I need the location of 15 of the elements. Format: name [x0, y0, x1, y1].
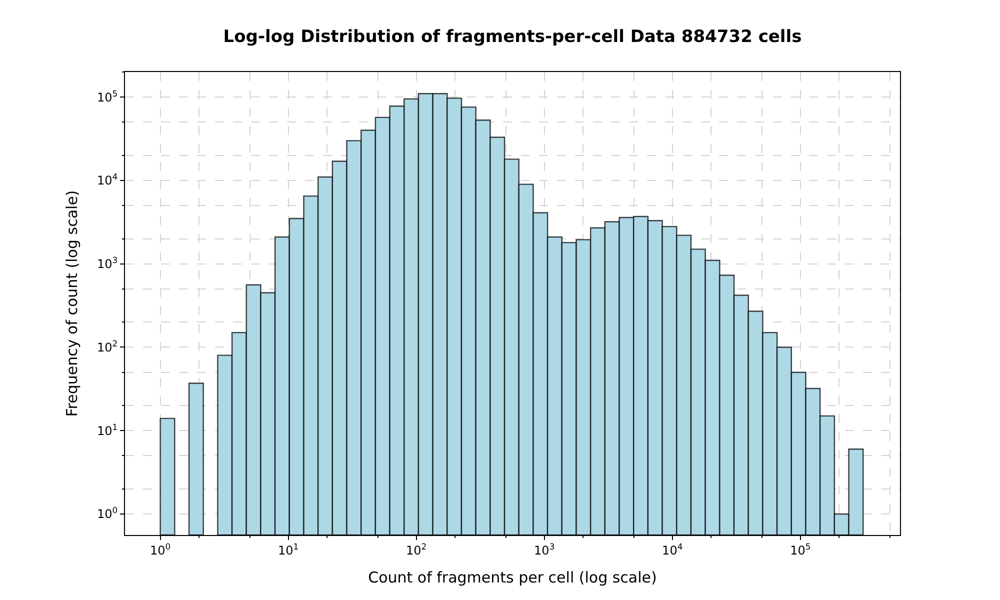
y-tick-label: 10$^{5}$ [96, 88, 118, 104]
x-tick-label: 10$^{1}$ [278, 541, 299, 558]
y-tick-label: 10$^{1}$ [96, 422, 118, 438]
y-tick-label: 10$^{4}$ [96, 172, 118, 188]
x-tick-label: 10$^{0}$ [150, 541, 171, 558]
x-axis-title: Count of fragments per cell (log scale) [368, 568, 657, 586]
y-tick-label: 10$^{0}$ [96, 505, 118, 522]
y-axis-title: Frequency of count (log scale) [63, 190, 82, 417]
x-tick-label: 10$^{3}$ [534, 541, 555, 558]
x-tick-label: 10$^{4}$ [662, 541, 683, 558]
x-tick-label: 10$^{5}$ [790, 541, 811, 558]
chart-title: Log-log Distribution of fragments-per-cell Data 884732 cells [223, 27, 802, 47]
x-tick-label: 10$^{2}$ [406, 541, 427, 558]
y-tick-label: 10$^{3}$ [96, 255, 118, 272]
y-tick-label: 10$^{2}$ [96, 338, 118, 354]
